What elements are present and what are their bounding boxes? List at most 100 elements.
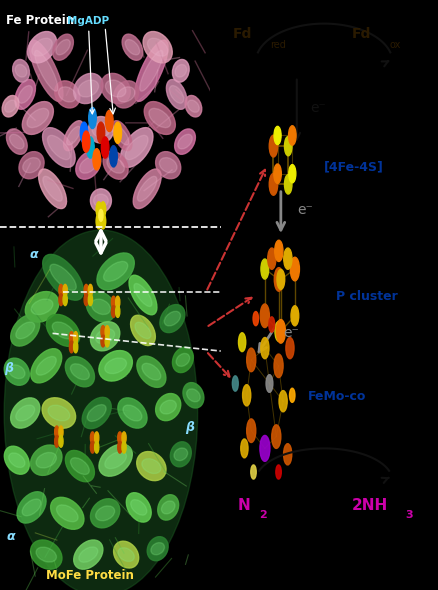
Text: MoFe Protein: MoFe Protein xyxy=(46,569,134,582)
Circle shape xyxy=(93,149,100,170)
Circle shape xyxy=(266,375,273,392)
Ellipse shape xyxy=(170,442,191,467)
Ellipse shape xyxy=(155,152,181,179)
Ellipse shape xyxy=(135,40,168,101)
Ellipse shape xyxy=(125,135,148,160)
Ellipse shape xyxy=(19,152,44,179)
Ellipse shape xyxy=(36,547,57,562)
Text: β: β xyxy=(185,421,194,434)
Text: Fd: Fd xyxy=(351,27,371,41)
Ellipse shape xyxy=(82,397,111,429)
Circle shape xyxy=(261,337,269,359)
Ellipse shape xyxy=(22,101,53,135)
Circle shape xyxy=(284,175,292,194)
Ellipse shape xyxy=(17,491,46,523)
Ellipse shape xyxy=(55,81,80,108)
Circle shape xyxy=(74,332,78,343)
Ellipse shape xyxy=(107,157,124,173)
Circle shape xyxy=(100,214,106,229)
Circle shape xyxy=(243,385,251,406)
Ellipse shape xyxy=(138,176,157,201)
Circle shape xyxy=(277,270,285,290)
Circle shape xyxy=(100,202,106,217)
Circle shape xyxy=(95,432,99,444)
Circle shape xyxy=(283,444,292,465)
Ellipse shape xyxy=(118,548,134,562)
Ellipse shape xyxy=(42,127,75,168)
Circle shape xyxy=(99,209,103,221)
Circle shape xyxy=(69,341,74,353)
Circle shape xyxy=(251,465,256,479)
Ellipse shape xyxy=(99,444,132,476)
Circle shape xyxy=(116,306,120,317)
Ellipse shape xyxy=(4,358,29,385)
Ellipse shape xyxy=(42,398,76,428)
Ellipse shape xyxy=(74,540,103,569)
Ellipse shape xyxy=(174,448,187,461)
Ellipse shape xyxy=(173,60,189,82)
Circle shape xyxy=(80,122,88,143)
Ellipse shape xyxy=(170,86,184,103)
Ellipse shape xyxy=(87,405,106,421)
Text: e⁻: e⁻ xyxy=(297,202,313,217)
Ellipse shape xyxy=(57,505,78,522)
Ellipse shape xyxy=(56,40,70,55)
Text: e⁻: e⁻ xyxy=(311,101,326,115)
Ellipse shape xyxy=(25,291,59,322)
Ellipse shape xyxy=(173,347,193,373)
Ellipse shape xyxy=(125,40,140,55)
Text: red: red xyxy=(271,40,286,50)
Circle shape xyxy=(289,126,296,145)
Ellipse shape xyxy=(65,356,95,387)
Circle shape xyxy=(261,259,268,279)
Ellipse shape xyxy=(18,86,32,103)
Circle shape xyxy=(118,441,122,453)
Circle shape xyxy=(96,214,102,229)
Ellipse shape xyxy=(117,87,135,102)
Ellipse shape xyxy=(88,117,113,143)
Ellipse shape xyxy=(92,299,110,314)
Ellipse shape xyxy=(123,405,142,421)
Ellipse shape xyxy=(187,389,200,402)
Ellipse shape xyxy=(31,349,62,383)
Ellipse shape xyxy=(148,38,168,56)
Ellipse shape xyxy=(31,299,53,314)
Ellipse shape xyxy=(76,151,101,179)
Ellipse shape xyxy=(134,284,152,306)
Circle shape xyxy=(55,426,59,438)
Text: FeMo-co: FeMo-co xyxy=(308,390,367,403)
Text: Fd: Fd xyxy=(233,27,252,41)
Circle shape xyxy=(63,284,67,296)
Circle shape xyxy=(101,137,109,158)
Text: e⁻: e⁻ xyxy=(283,326,299,340)
Ellipse shape xyxy=(176,353,190,366)
Ellipse shape xyxy=(35,50,58,91)
Ellipse shape xyxy=(7,129,27,155)
Ellipse shape xyxy=(135,322,151,339)
Text: 3: 3 xyxy=(405,510,413,520)
Circle shape xyxy=(90,432,95,444)
Ellipse shape xyxy=(23,158,40,173)
Ellipse shape xyxy=(4,230,198,590)
Text: [4Fe-4S]: [4Fe-4S] xyxy=(324,160,384,173)
Circle shape xyxy=(247,419,256,442)
Circle shape xyxy=(286,337,294,359)
Ellipse shape xyxy=(15,80,35,109)
Circle shape xyxy=(275,240,283,261)
Circle shape xyxy=(232,376,238,391)
Ellipse shape xyxy=(65,450,95,482)
Ellipse shape xyxy=(166,80,187,109)
Circle shape xyxy=(84,284,88,296)
Circle shape xyxy=(114,122,121,143)
Ellipse shape xyxy=(144,101,175,135)
Circle shape xyxy=(89,107,96,129)
Text: Fe Protein: Fe Protein xyxy=(6,14,74,27)
Ellipse shape xyxy=(53,34,74,60)
Ellipse shape xyxy=(94,194,108,207)
Circle shape xyxy=(110,146,117,167)
Ellipse shape xyxy=(48,405,70,421)
Ellipse shape xyxy=(31,445,62,476)
Circle shape xyxy=(247,348,256,372)
Ellipse shape xyxy=(13,60,29,82)
Circle shape xyxy=(276,320,286,343)
